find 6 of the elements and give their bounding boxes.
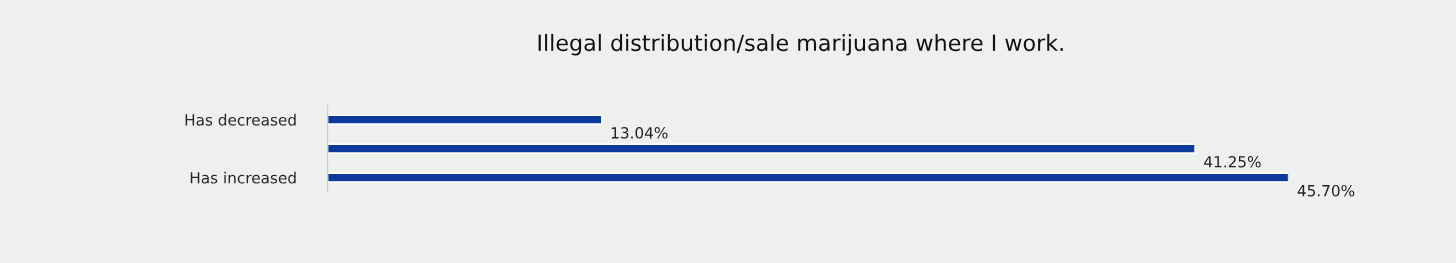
- chart-title: Illegal distribution/sale marijuana where I work.: [538, 33, 1063, 56]
- data-label: 41.25%: [1204, 155, 1261, 168]
- y-tick-label: Has increased: [190, 171, 296, 184]
- data-label: 13.04%: [611, 127, 668, 139]
- y-tick-label: Has decreased: [185, 113, 296, 126]
- data-label: 45.70%: [1297, 184, 1355, 197]
